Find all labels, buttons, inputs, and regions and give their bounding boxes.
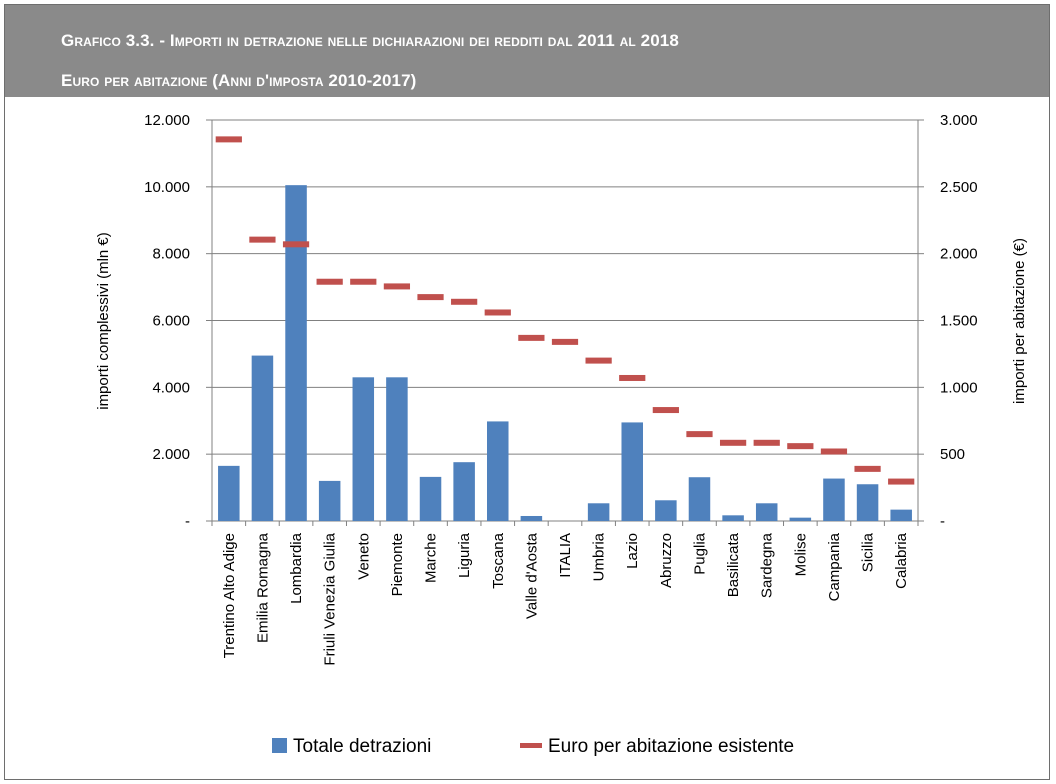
line-marker <box>350 278 377 285</box>
bar-series <box>218 185 912 521</box>
left-tick-labels: - 2.000 4.000 6.000 8.000 10.000 12.000 <box>144 112 190 530</box>
right-tick-labels: - 500 1.000 1.500 2.000 2.500 3.000 <box>940 112 978 530</box>
bar <box>487 421 509 521</box>
left-tick-label: 12.000 <box>144 112 190 129</box>
category-label: Toscana <box>490 532 507 589</box>
bar <box>285 185 307 521</box>
category-label: Sicilia <box>860 532 877 572</box>
category-label: ITALIA <box>557 533 574 578</box>
bar <box>621 422 643 521</box>
bar <box>890 509 912 521</box>
line-marker <box>383 283 411 290</box>
line-marker <box>652 407 679 414</box>
legend-swatch-bars <box>272 738 287 753</box>
chart-header: Grafico 3.3. - Importi in detrazione nel… <box>5 5 1049 97</box>
x-tick-labels: Trentino Alto Adige Emilia Romagna Lombard… <box>221 532 910 665</box>
legend-label-bars: Totale detrazioni <box>293 736 431 757</box>
bar <box>352 377 375 521</box>
bar <box>587 503 610 521</box>
bar <box>823 478 845 521</box>
right-tick-label: 3.000 <box>940 112 978 129</box>
axes <box>206 119 924 526</box>
category-label: Trentino Alto Adige <box>221 533 238 658</box>
line-marker <box>888 478 915 485</box>
chart-title: Grafico 3.3. - Importi in detrazione nel… <box>61 31 679 50</box>
bar <box>655 500 677 521</box>
category-label: Umbria <box>591 532 608 581</box>
line-marker <box>316 278 343 285</box>
line-marker <box>518 334 545 341</box>
left-tick-label: - <box>185 513 190 530</box>
category-label: Valle d'Aosta <box>523 532 540 619</box>
category-label: Puglia <box>691 532 708 574</box>
left-tick-label: 2.000 <box>152 446 190 463</box>
right-tick-label: 2.500 <box>940 179 978 196</box>
category-label: Lazio <box>624 533 641 569</box>
legend-swatch-marker <box>520 743 542 748</box>
left-tick-label: 6.000 <box>152 313 190 330</box>
legend: Totale detrazioni Euro per abitazione es… <box>272 736 794 757</box>
left-tick-label: 10.000 <box>144 179 190 196</box>
category-label: Friuli Venezia Giulia <box>322 532 339 665</box>
line-marker <box>686 431 713 438</box>
legend-label-marker: Euro per abitazione esistente <box>548 736 794 757</box>
line-marker <box>282 241 310 248</box>
bar <box>419 476 442 521</box>
category-label: Campania <box>826 532 843 601</box>
category-label: Molise <box>792 533 809 576</box>
line-marker <box>551 338 579 345</box>
bar <box>520 515 543 521</box>
category-label: Veneto <box>355 533 372 580</box>
left-tick-label: 8.000 <box>152 246 190 263</box>
chart-subtitle: Euro per abitazione (Anni d'imposta 2010… <box>61 71 417 90</box>
bar <box>251 355 274 521</box>
bar <box>688 477 711 521</box>
line-marker <box>215 136 242 143</box>
bar <box>789 517 812 521</box>
line-marker <box>451 298 478 305</box>
category-label: Marche <box>423 533 440 583</box>
chart-frame: Grafico 3.3. - Importi in detrazione nel… <box>4 4 1050 780</box>
bar <box>755 503 778 521</box>
right-tick-label: 1.500 <box>940 313 978 330</box>
bar <box>453 462 475 521</box>
bar <box>218 465 240 521</box>
marker-series <box>215 136 915 485</box>
bar <box>722 515 744 521</box>
bar <box>318 480 341 521</box>
category-label: Piemonte <box>389 533 406 596</box>
right-tick-label: 1.000 <box>940 379 978 396</box>
line-marker <box>585 357 612 364</box>
bar <box>856 484 879 521</box>
left-tick-label: 4.000 <box>152 379 190 396</box>
gridlines <box>212 119 918 455</box>
right-tick-label: 2.000 <box>940 246 978 263</box>
category-label: Abruzzo <box>658 533 675 588</box>
category-label: Basilicata <box>725 532 742 597</box>
line-marker <box>249 236 276 243</box>
y-axis-title-right: importi per abitazione (€) <box>1011 238 1028 404</box>
line-marker <box>484 309 511 316</box>
category-label: Lombardia <box>288 532 305 604</box>
line-marker <box>787 443 814 450</box>
category-label: Liguria <box>456 532 473 578</box>
right-tick-label: - <box>940 513 945 530</box>
line-marker <box>753 439 780 446</box>
category-label: Calabria <box>893 532 910 589</box>
bar <box>386 377 408 521</box>
line-marker <box>854 465 881 472</box>
category-label: Emilia Romagna <box>254 532 271 643</box>
line-marker <box>417 294 444 301</box>
category-label: Sardegna <box>759 532 776 598</box>
line-marker <box>820 448 848 455</box>
line-marker <box>719 439 747 446</box>
y-axis-title-left: importi complessivi (mln €) <box>95 232 112 410</box>
right-tick-label: 500 <box>940 446 965 463</box>
line-marker <box>619 374 646 381</box>
